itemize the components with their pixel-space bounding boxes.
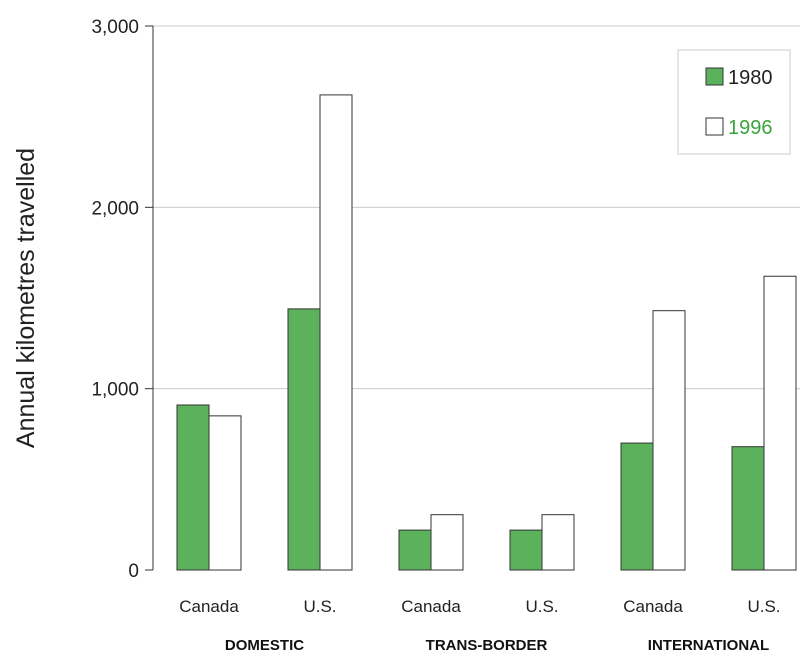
y-tick-label: 0 [128, 561, 139, 582]
x-category-label: U.S. [303, 597, 336, 616]
bar-1980-4 [620, 442, 654, 571]
y-axis-ticks: 0 1,000 2,000 3,000 [91, 17, 153, 582]
legend-label-1980: 1980 [728, 67, 773, 89]
bar-1980-3 [509, 529, 543, 571]
y-axis-label: Annual kilometres travelled [12, 148, 40, 448]
bar-1996-3 [541, 514, 575, 571]
legend-swatch-1996 [705, 117, 724, 136]
x-category-label: U.S. [747, 597, 780, 616]
x-group-label: TRANS-BORDER [426, 637, 548, 654]
bar-1980-2 [398, 529, 432, 571]
legend-swatch-1980 [705, 67, 724, 86]
x-category-label: U.S. [525, 597, 558, 616]
bar-1996-4 [652, 310, 686, 571]
x-category-label: Canada [401, 597, 461, 616]
bar-1996-5 [763, 275, 797, 571]
bar-1996-2 [430, 514, 464, 571]
legend-label-1996: 1996 [728, 117, 773, 139]
bar-1996-1 [319, 94, 353, 571]
bar-1980-5 [731, 446, 765, 571]
legend: 1980 1996 [677, 49, 791, 155]
x-group-label: DOMESTIC [225, 637, 304, 654]
y-tick-label: 2,000 [91, 198, 139, 219]
bar-1980-1 [287, 308, 321, 571]
x-axis-labels: Canada U.S. Canada U.S. Canada U.S. DOMESTIC TR… [179, 597, 780, 654]
y-tick-label: 1,000 [91, 380, 139, 401]
x-group-label: INTERNATIONAL [648, 637, 769, 654]
bar-1980-0 [176, 404, 210, 571]
x-category-label: Canada [623, 597, 683, 616]
bars [176, 94, 797, 571]
bar-1996-0 [208, 415, 242, 571]
legend-box [677, 49, 791, 155]
gridlines [153, 25, 800, 390]
y-tick-label: 3,000 [91, 17, 139, 38]
x-category-label: Canada [179, 597, 239, 616]
